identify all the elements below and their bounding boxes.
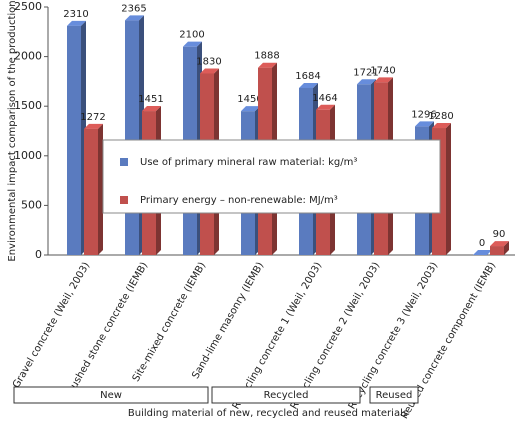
bar-top — [241, 106, 260, 112]
x-axis-label: Building material of new, recycled and r… — [128, 408, 408, 419]
bar-top — [200, 68, 219, 74]
y-tick-label: 2000 — [14, 50, 42, 63]
legend-box — [102, 139, 441, 214]
y-axis-label: Environmental impact comparison of the p… — [7, 0, 18, 261]
bar-top — [374, 77, 393, 83]
group-label: Reused — [376, 390, 413, 401]
legend-swatch — [120, 158, 128, 166]
value-label: 2365 — [121, 3, 146, 14]
bar-side — [446, 123, 451, 255]
bar — [84, 123, 103, 255]
value-label: 1888 — [254, 51, 279, 62]
group-box — [369, 386, 419, 404]
value-label: 1280 — [428, 111, 453, 122]
legend-label: Primary energy – non-renewable: MJ/m³ — [140, 195, 338, 206]
bar-top — [316, 104, 335, 110]
y-tick-label: 0 — [35, 248, 42, 261]
value-label: 1450 — [237, 94, 262, 105]
value-label: 1684 — [295, 71, 320, 82]
bar-top — [299, 82, 318, 88]
value-label: 2100 — [179, 30, 204, 41]
value-label: 90 — [493, 229, 506, 240]
value-label: 1721 — [353, 67, 378, 78]
bar-front — [67, 25, 81, 256]
value-label: 1830 — [196, 56, 221, 67]
legend-label: Use of primary mineral raw material: kg/… — [140, 157, 357, 168]
y-tick-label: 1000 — [14, 149, 42, 162]
group-label: New — [100, 390, 122, 401]
bar-top — [415, 121, 434, 127]
bar-front — [125, 20, 139, 256]
legend-swatch — [120, 196, 128, 204]
bar — [473, 250, 492, 255]
value-label: 1451 — [138, 94, 163, 105]
value-label: 1296 — [411, 109, 436, 120]
bar — [67, 20, 86, 256]
group-box — [13, 386, 209, 404]
y-tick-label: 2500 — [14, 0, 42, 13]
bar-front — [84, 128, 98, 255]
bar-top — [142, 106, 161, 112]
bar-top — [125, 15, 144, 21]
bar-top — [183, 41, 202, 47]
bar-side — [98, 123, 103, 255]
y-tick-label: 500 — [21, 198, 42, 211]
value-label: 0 — [479, 238, 485, 249]
bar-top — [432, 123, 451, 129]
bar-top — [357, 79, 376, 85]
bar-front — [490, 246, 504, 255]
bar-top — [67, 20, 86, 26]
group-box — [211, 386, 361, 404]
y-tick-label: 1500 — [14, 99, 42, 112]
bar-side — [504, 241, 509, 255]
bar — [490, 241, 509, 255]
bar — [125, 15, 144, 256]
value-label: 2310 — [63, 9, 88, 20]
bar-top — [84, 123, 103, 129]
value-label: 1272 — [80, 112, 105, 123]
value-label: 1464 — [312, 93, 337, 104]
bar-top — [473, 250, 492, 255]
bar-top — [258, 62, 277, 68]
bar-top — [490, 241, 509, 247]
group-label: Recycled — [264, 390, 309, 401]
value-label: 1740 — [370, 65, 395, 76]
